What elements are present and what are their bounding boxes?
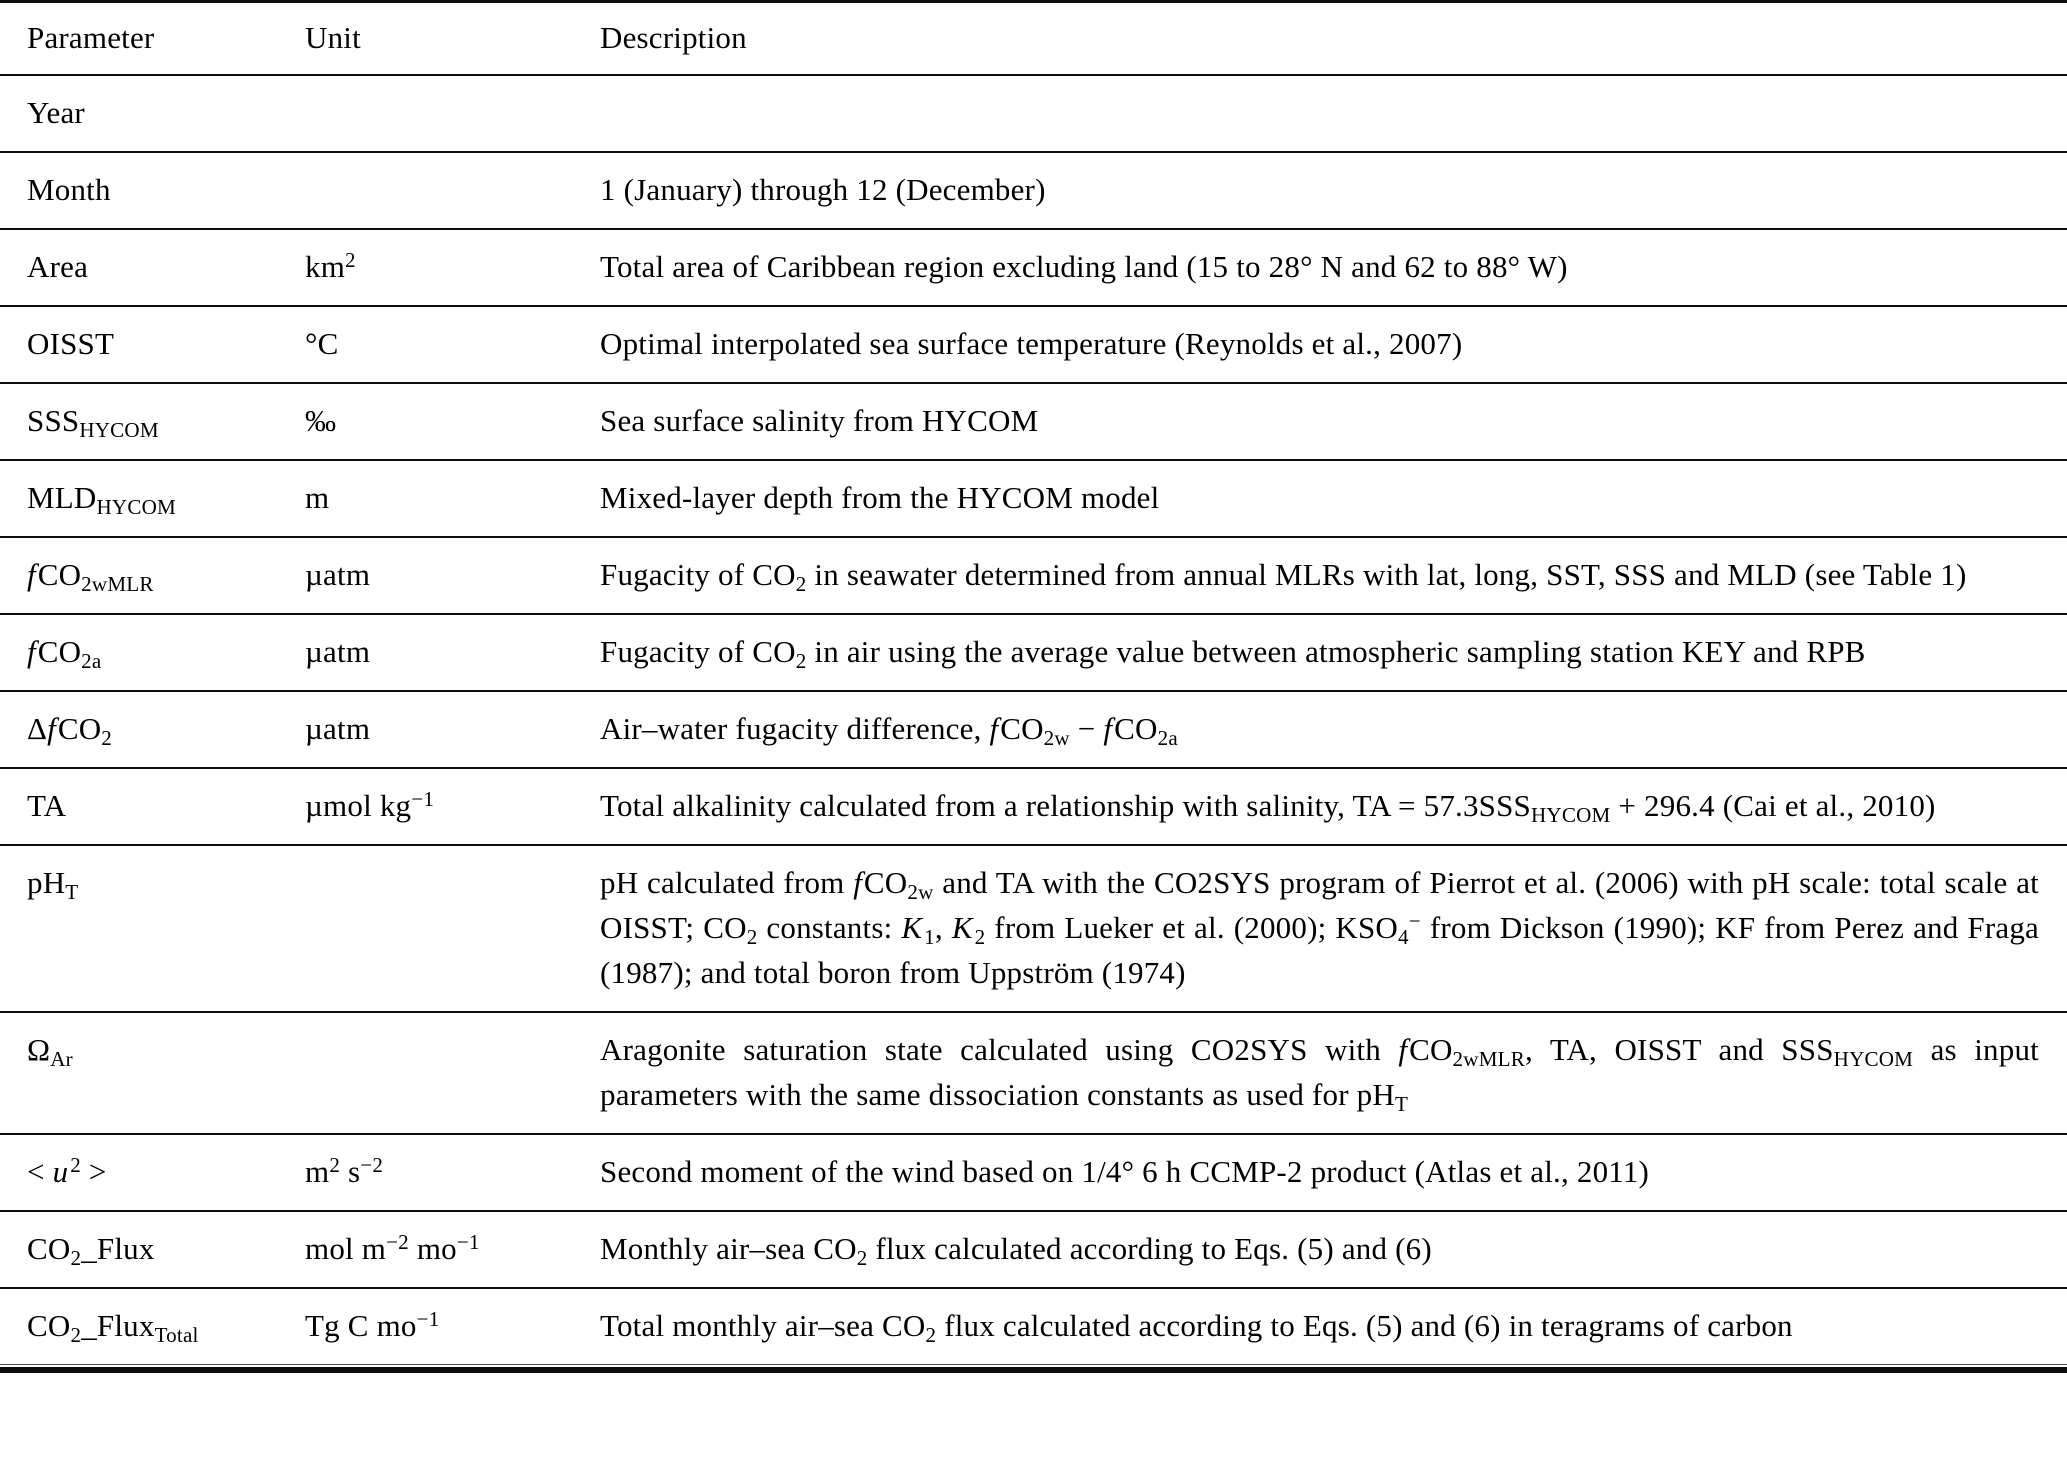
description-cell: [600, 90, 2039, 135]
column-header-unit: Unit: [305, 20, 361, 55]
unit-cell: m2 s−2: [305, 1152, 384, 1189]
parameter-cell: fCO2wMLR: [27, 557, 154, 596]
table-row-delta-fco2: ΔfCO2 µatm Air–water fugacity difference…: [0, 692, 2067, 769]
table-row-omega-ar: ΩAr Aragonite saturation state calculate…: [0, 1013, 2067, 1135]
parameter-cell: ΔfCO2: [27, 711, 113, 750]
unit-cell: mol m−2 mo−1: [305, 1229, 480, 1266]
unit-cell: Tg C mo−1: [305, 1306, 440, 1343]
description-cell: Optimal interpolated sea surface tempera…: [600, 326, 1463, 361]
table-row-co2-flux: CO2_Flux mol m−2 mo−1 Monthly air–sea CO…: [0, 1212, 2067, 1289]
unit-cell: [305, 1027, 600, 1117]
parameter-cell: OISST: [27, 326, 115, 361]
description-cell: Total monthly air–sea CO2 flux calculate…: [600, 1308, 1793, 1347]
table-row-oisst: OISST °C Optimal interpolated sea surfac…: [0, 307, 2067, 384]
parameter-cell: ΩAr: [27, 1032, 73, 1071]
table-row-month: Month 1 (January) through 12 (December): [0, 153, 2067, 230]
description-cell: Air–water fugacity difference, fCO2w − f…: [600, 711, 1178, 750]
unit-cell: m: [305, 480, 330, 515]
description-cell: 1 (January) through 12 (December): [600, 172, 1046, 207]
unit-cell: km2: [305, 247, 356, 284]
parameter-cell: fCO2a: [27, 634, 102, 673]
description-cell: Total alkalinity calculated from a relat…: [600, 788, 1936, 827]
table-row-u2: < u2 > m2 s−2 Second moment of the wind …: [0, 1135, 2067, 1212]
unit-cell: [305, 90, 600, 135]
parameter-cell: Area: [27, 249, 89, 284]
description-cell: Mixed-layer depth from the HYCOM model: [600, 480, 1160, 515]
table-bottom-rule: [0, 1367, 2067, 1373]
unit-cell: ‰: [305, 403, 337, 438]
table-header-row: Parameter Unit Description: [0, 3, 2067, 76]
table-row-ta: TA µmol kg−1 Total alkalinity calculated…: [0, 769, 2067, 846]
description-cell: Aragonite saturation state calculated us…: [600, 1032, 2039, 1116]
unit-cell: [305, 167, 600, 212]
table-row-pht: pHT pH calculated from fCO2w and TA with…: [0, 846, 2067, 1013]
description-cell: Monthly air–sea CO2 flux calculated acco…: [600, 1231, 1432, 1270]
unit-cell: µatm: [305, 711, 371, 746]
parameter-cell: TA: [27, 788, 67, 823]
parameter-cell: SSSHYCOM: [27, 403, 159, 442]
table-row-fco2wmlr: fCO2wMLR µatm Fugacity of CO2 in seawate…: [0, 538, 2067, 615]
table-row-sss-hycom: SSSHYCOM ‰ Sea surface salinity from HYC…: [0, 384, 2067, 461]
description-cell: Fugacity of CO2 in seawater determined f…: [600, 557, 1967, 596]
unit-cell: µmol kg−1: [305, 786, 435, 823]
description-cell: Second moment of the wind based on 1/4° …: [600, 1154, 1650, 1189]
parameter-cell: CO2_Flux: [27, 1231, 155, 1270]
table-row-mld-hycom: MLDHYCOM m Mixed-layer depth from the HY…: [0, 461, 2067, 538]
description-cell: Total area of Caribbean region excluding…: [600, 249, 1568, 284]
unit-cell: [305, 860, 600, 995]
table-row-co2-flux-total: CO2_FluxTotal Tg C mo−1 Total monthly ai…: [0, 1289, 2067, 1365]
description-cell: Sea surface salinity from HYCOM: [600, 403, 1039, 438]
column-header-parameter: Parameter: [27, 20, 155, 55]
unit-cell: µatm: [305, 557, 371, 592]
unit-cell: µatm: [305, 634, 371, 669]
column-header-description: Description: [600, 20, 747, 55]
unit-cell: °C: [305, 326, 339, 361]
description-cell: pH calculated from fCO2w and TA with the…: [600, 865, 2040, 990]
table-row-year: Year: [0, 76, 2067, 153]
parameter-cell: CO2_FluxTotal: [27, 1308, 199, 1347]
parameter-table: Parameter Unit Description Year Month 1 …: [0, 0, 2067, 1373]
parameter-cell: < u2 >: [27, 1152, 107, 1189]
parameter-cell: Month: [27, 172, 111, 207]
table-row-fco2a: fCO2a µatm Fugacity of CO2 in air using …: [0, 615, 2067, 692]
parameter-cell: Year: [27, 95, 85, 130]
description-cell: Fugacity of CO2 in air using the average…: [600, 634, 1866, 673]
table-row-area: Area km2 Total area of Caribbean region …: [0, 230, 2067, 307]
parameter-cell: MLDHYCOM: [27, 480, 176, 519]
parameter-cell: pHT: [27, 865, 79, 904]
